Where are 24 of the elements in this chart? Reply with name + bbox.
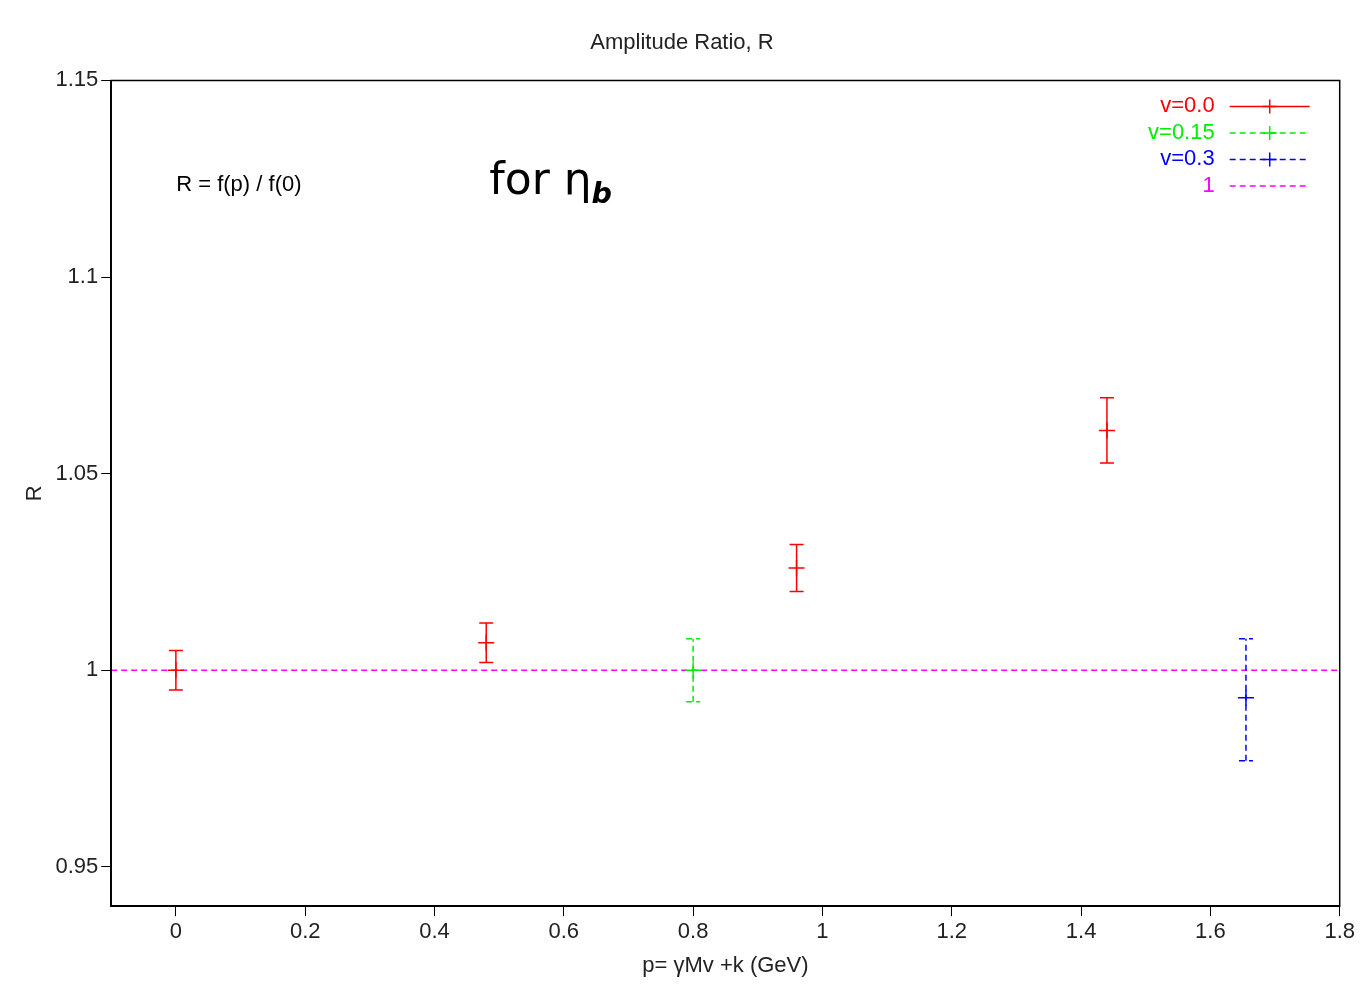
x-tick-label: 0 — [169, 918, 182, 944]
x-tick-label: 1.2 — [936, 918, 968, 944]
legend-label: v=0.3 — [1160, 145, 1215, 171]
legend-label: v=0.15 — [1148, 118, 1215, 144]
x-tick-label: 0.8 — [677, 918, 709, 944]
x-tick-label: 1.8 — [1324, 918, 1356, 944]
y-tick-label: 1 — [85, 656, 99, 682]
x-axis-title: p= γMv +k (GeV) — [642, 951, 809, 977]
annotation: R = f(p) / f(0) — [176, 171, 302, 197]
y-tick-label: 1.15 — [55, 66, 99, 92]
x-tick-label: 1.6 — [1195, 918, 1226, 944]
x-tick-label: 0.2 — [289, 918, 321, 944]
chart-title: Amplitude Ratio, R — [590, 29, 774, 55]
y-tick-label: 1.1 — [67, 263, 99, 289]
point — [1237, 689, 1255, 707]
x-tick-label: 1.4 — [1065, 918, 1097, 944]
x-tick-label: 1 — [816, 918, 829, 944]
legend-label: v=0.0 — [1160, 92, 1215, 118]
x-tick-label: 0.6 — [548, 918, 580, 944]
y-axis-title: R — [21, 485, 47, 502]
y-tick-label: 0.95 — [55, 852, 99, 878]
legend-label: 1 — [1202, 171, 1215, 197]
x-tick-label: 0.4 — [419, 918, 450, 944]
y-tick-label: 1.05 — [55, 459, 99, 485]
